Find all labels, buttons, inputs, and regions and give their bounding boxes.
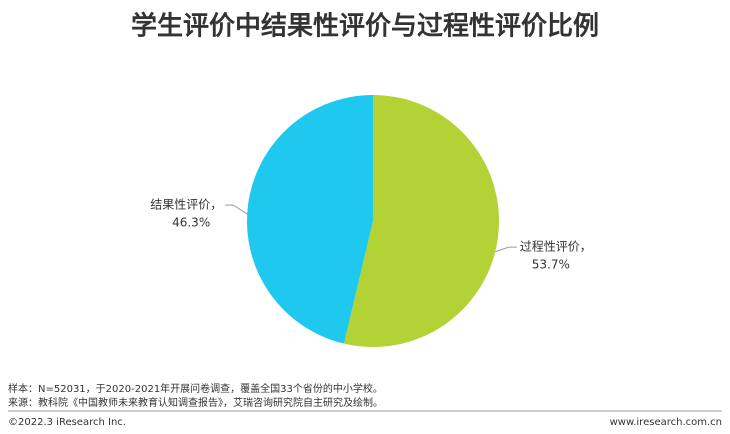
leader-line [225,204,248,215]
note: 样本：N=52031，于2020-2021年开展问卷调查，覆盖全国33个省份的中… [8,382,383,395]
value-label: 46.3% [172,216,210,230]
note: 来源：教科院《中国教师未来教育认知调查报告》，艾瑞咨询研究院自主研究及绘制。 [8,396,383,409]
slice-label: 过程性评价， [520,239,592,254]
slice-label: 结果性评价， [150,198,222,212]
pie-slice [246,95,373,344]
footer-left: ©2022.3 iResearch Inc. [8,417,126,428]
leader-line [495,246,517,253]
pie-slice [343,95,499,347]
value-label: 53.7% [532,258,570,272]
footer-right: www.iresearch.com.cn [610,417,722,428]
chart-title: 学生评价中结果性评价与过程性评价比例 [131,11,599,42]
